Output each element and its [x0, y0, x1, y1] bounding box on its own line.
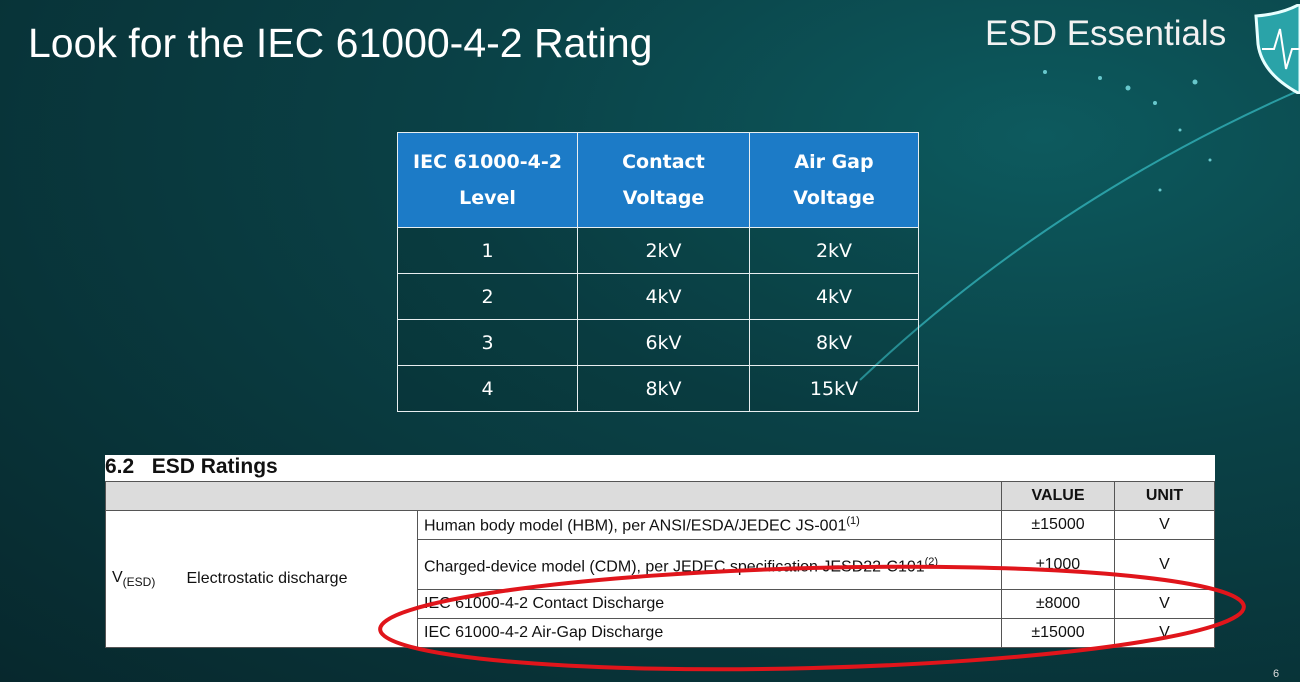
cell: 8kV — [577, 365, 750, 412]
table-row: 3 6kV 8kV — [397, 319, 919, 366]
cell: 4kV — [749, 273, 919, 320]
unit-cell: V — [1114, 539, 1215, 590]
table-row: 2 4kV 4kV — [397, 273, 919, 320]
unit-cell: V — [1114, 618, 1215, 648]
cell: 4kV — [577, 273, 750, 320]
iec-levels-table: IEC 61000-4-2 Level Contact Voltage Air Ga… — [397, 132, 919, 412]
table-row: 1 2kV 2kV — [397, 227, 919, 274]
header-unit: UNIT — [1114, 481, 1215, 511]
shield-pulse-icon — [1254, 4, 1300, 94]
table-row: V(ESD) Electrostatic discharge Human bod… — [105, 510, 1215, 648]
cell: 1 — [397, 227, 578, 274]
header-text: Air Gap — [794, 151, 874, 173]
value-cell: ±1000 — [1001, 539, 1115, 590]
value-cell: ±15000 — [1001, 618, 1115, 648]
header-value: VALUE — [1001, 481, 1115, 511]
header-text: Level — [459, 187, 516, 209]
header-airgap: Air Gap Voltage — [749, 132, 919, 228]
value-cell: ±15000 — [1001, 510, 1115, 540]
header-text: Voltage — [622, 187, 705, 209]
header-text: IEC 61000-4-2 — [413, 151, 562, 173]
parameter-cell: Electrostatic discharge — [180, 510, 418, 648]
unit-cell: V — [1114, 510, 1215, 540]
value-cell: ±8000 — [1001, 589, 1115, 619]
condition-text: Human body model (HBM), per ANSI/ESDA/JE… — [424, 517, 847, 535]
table-row: 4 8kV 15kV — [397, 365, 919, 412]
condition-cell: Human body model (HBM), per ANSI/ESDA/JE… — [417, 510, 1002, 540]
table-header-row: VALUE UNIT — [105, 481, 1215, 511]
header-text: Voltage — [793, 187, 875, 209]
condition-cell: Charged-device model (CDM), per JEDEC sp… — [417, 539, 1002, 590]
header-text: Contact — [622, 151, 705, 173]
cell: 15kV — [749, 365, 919, 412]
condition-cell: IEC 61000-4-2 Contact Discharge — [417, 589, 1002, 619]
esd-ratings-table: VALUE UNIT V(ESD) Electrostatic discharg… — [105, 481, 1215, 648]
footnote-ref: (1) — [846, 514, 860, 527]
cell: 4 — [397, 365, 578, 412]
header-contact: Contact Voltage — [577, 132, 750, 228]
section-heading: 6.2 ESD Ratings — [105, 455, 278, 478]
table-header-row: IEC 61000-4-2 Level Contact Voltage Air Ga… — [397, 132, 919, 228]
cell: 3 — [397, 319, 578, 366]
cell: 2kV — [577, 227, 750, 274]
condition-cell: IEC 61000-4-2 Air-Gap Discharge — [417, 618, 1002, 648]
datasheet-excerpt: 6.2 ESD Ratings VALUE UNIT V(ESD) Electr… — [105, 455, 1215, 648]
symbol: V — [112, 568, 123, 586]
unit-cell: V — [1114, 589, 1215, 619]
cell: 8kV — [749, 319, 919, 366]
brand-name: ESD Essentials — [985, 14, 1227, 53]
header-blank — [105, 481, 1002, 511]
cell: 6kV — [577, 319, 750, 366]
cell: 2kV — [749, 227, 919, 274]
cell: 2 — [397, 273, 578, 320]
page-number: 6 — [1273, 668, 1280, 680]
symbol-cell: V(ESD) — [105, 510, 181, 648]
symbol-subscript: (ESD) — [122, 575, 156, 590]
header-level: IEC 61000-4-2 Level — [397, 132, 578, 228]
slide-title: Look for the IEC 61000-4-2 Rating — [28, 20, 653, 66]
footnote-ref: (2) — [924, 555, 939, 568]
condition-text: Charged-device model (CDM), per JEDEC sp… — [424, 558, 925, 576]
